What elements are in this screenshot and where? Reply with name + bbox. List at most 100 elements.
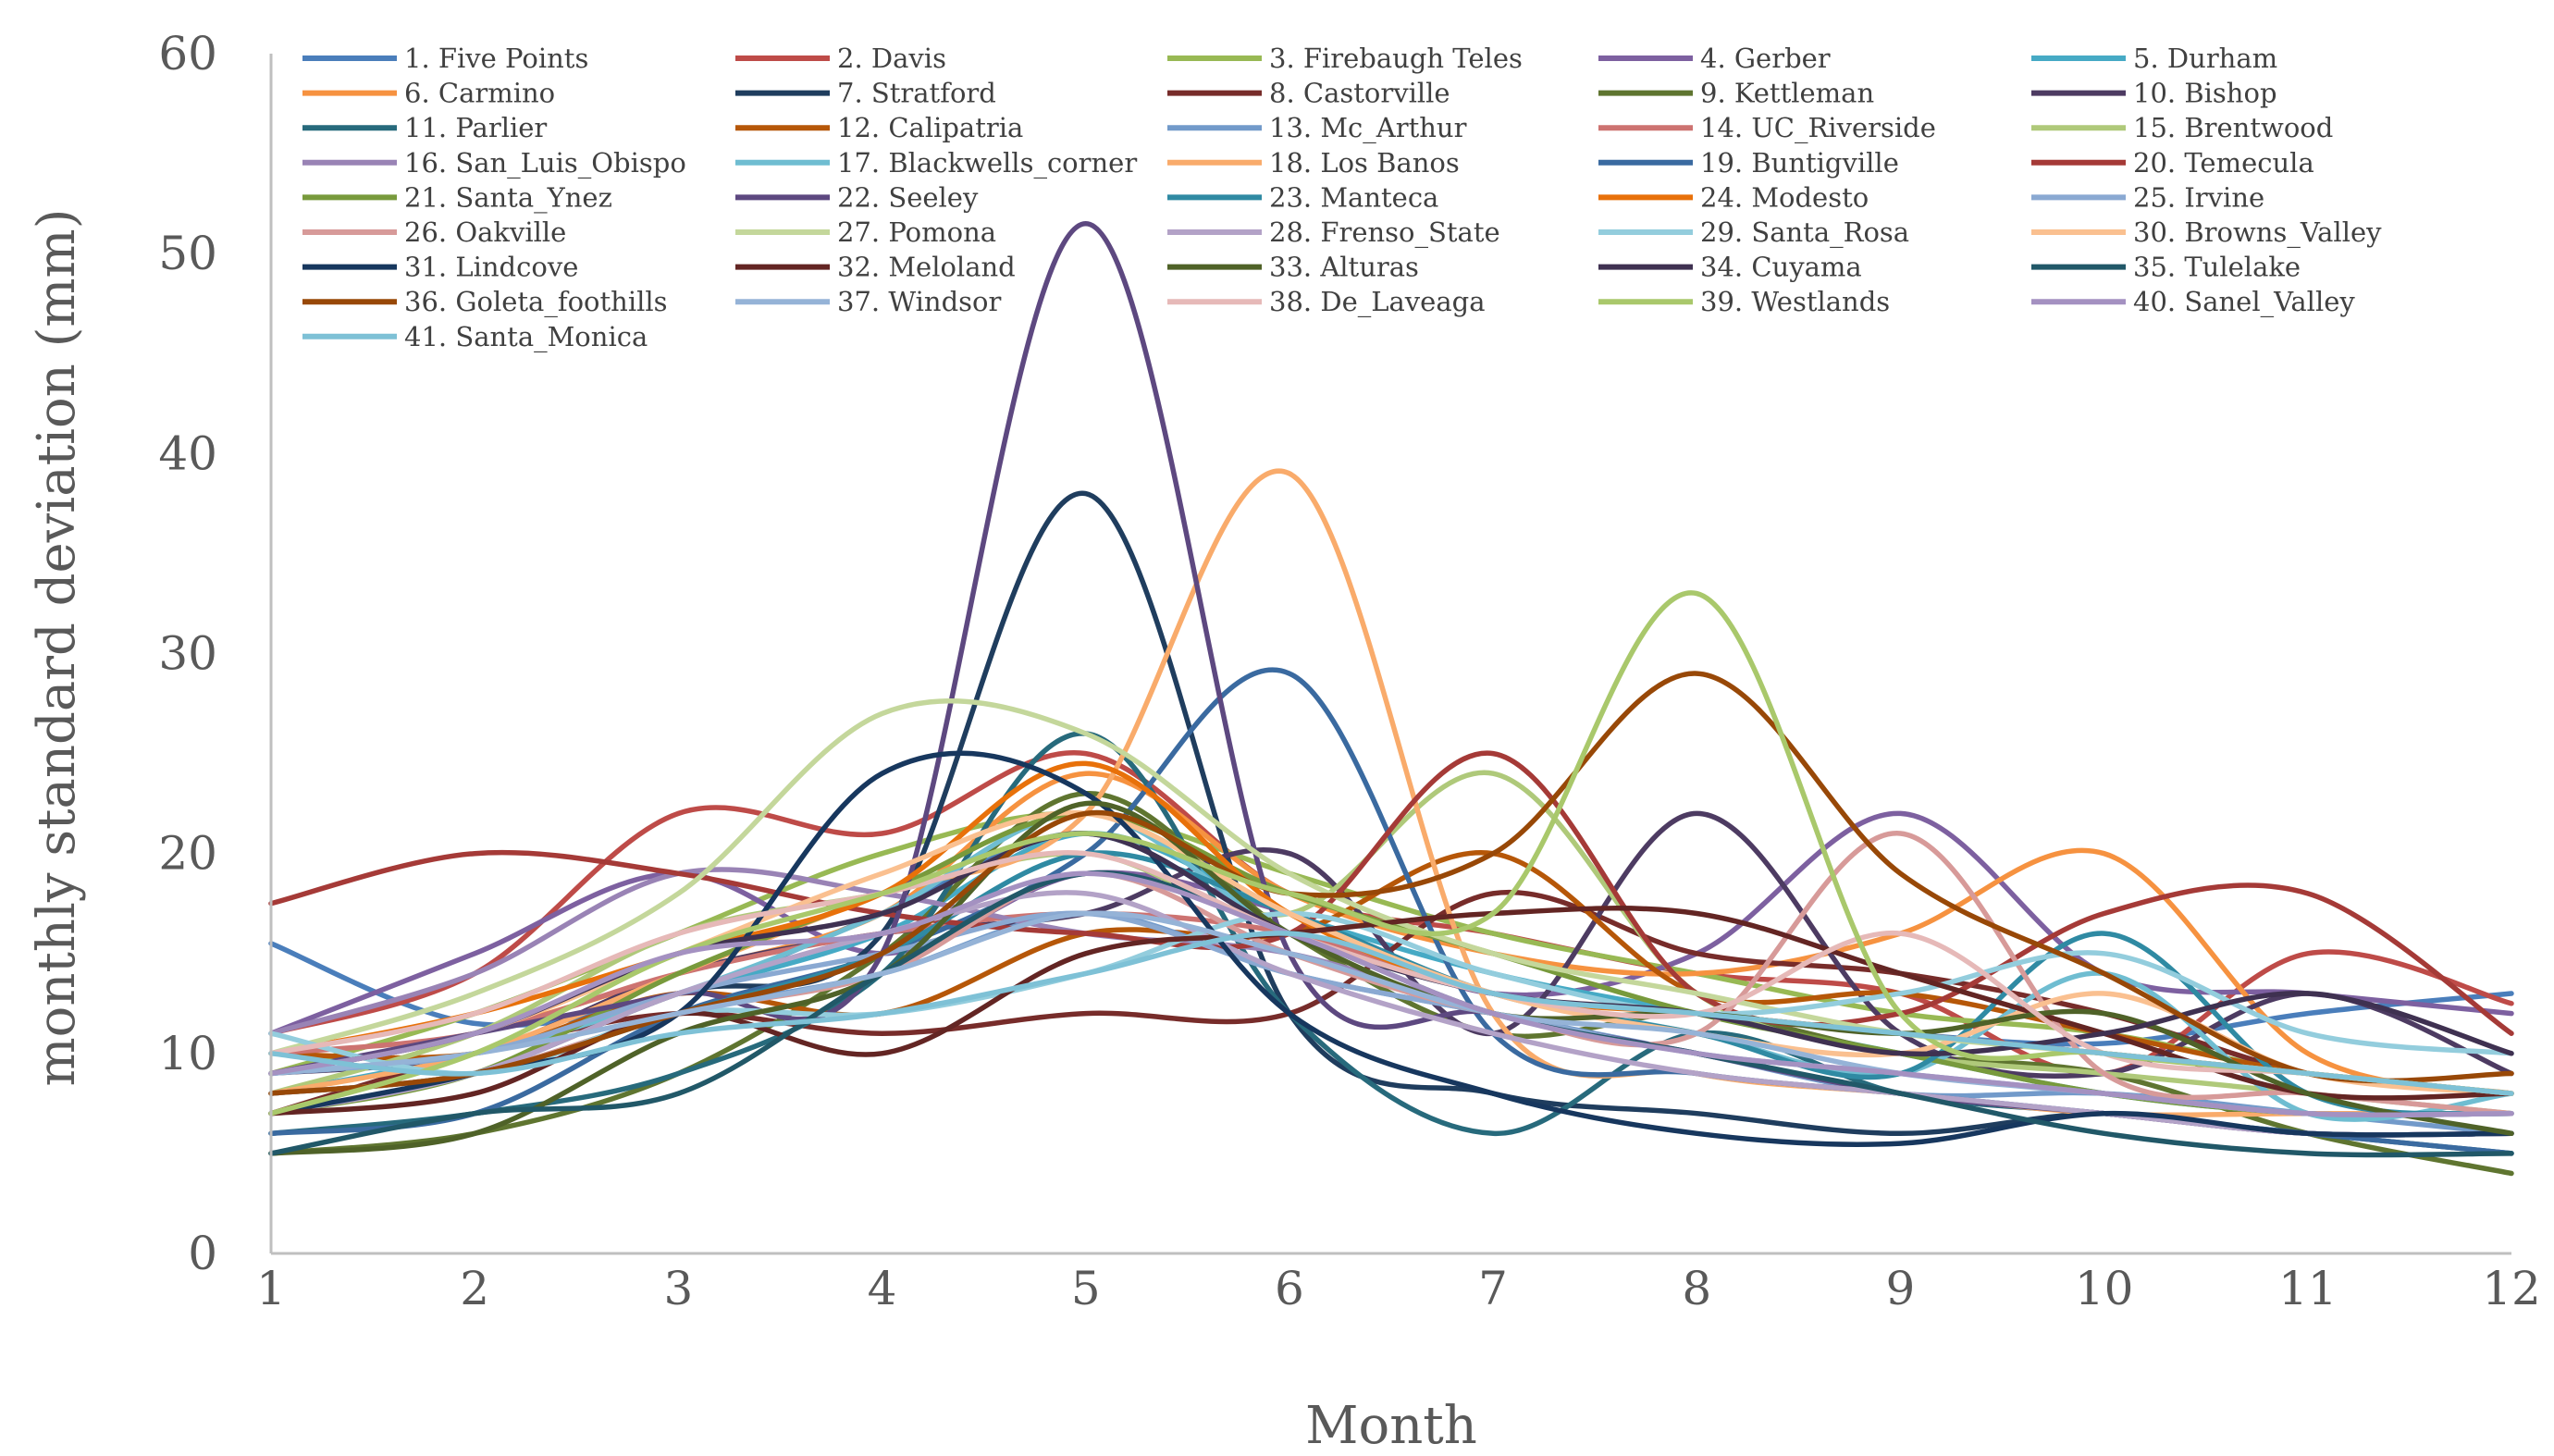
- legend-label: 30. Browns_Valley: [2133, 216, 2382, 249]
- line-chart: 0102030405060 1 2 3 4 5 6 7 8 9 10 11 12 Month mont…: [0, 0, 2554, 1456]
- legend-label: 40. Sanel_Valley: [2133, 286, 2355, 318]
- y-tick-labels: 0 10 20 30 40 50 60: [158, 27, 217, 1280]
- legend-item: 19. Buntigville: [1598, 147, 1899, 179]
- legend-label: 4. Gerber: [1700, 43, 1831, 74]
- series-lines: [271, 224, 2511, 1174]
- legend-item: 40. Sanel_Valley: [2031, 286, 2355, 318]
- y-tick-label: 10: [158, 1027, 217, 1080]
- y-tick-label: 30: [158, 627, 217, 681]
- legend-label: 12. Calipatria: [837, 112, 1023, 143]
- y-tick-label: 60: [158, 27, 217, 80]
- legend-item: 20. Temecula: [2031, 147, 2314, 179]
- legend-item: 39. Westlands: [1598, 286, 1890, 317]
- legend-label: 17. Blackwells_corner: [837, 147, 1137, 179]
- legend-label: 28. Frenso_State: [1269, 216, 1500, 249]
- legend-label: 10. Bishop: [2133, 78, 2277, 109]
- x-tick-label: 7: [1478, 1262, 1508, 1315]
- legend-label: 25. Irvine: [2133, 181, 2264, 213]
- y-tick-label: 20: [158, 827, 217, 881]
- legend-label: 6. Carmino: [404, 78, 555, 109]
- legend-label: 27. Pomona: [837, 216, 996, 248]
- legend-label: 22. Seeley: [837, 181, 979, 213]
- legend-item: 23. Manteca: [1167, 181, 1438, 213]
- legend-item: 10. Bishop: [2031, 78, 2277, 109]
- legend-item: 24. Modesto: [1598, 181, 1869, 213]
- legend-label: 9. Kettleman: [1700, 78, 1874, 109]
- legend-item: 15. Brentwood: [2031, 112, 2333, 143]
- legend-label: 32. Meloland: [837, 252, 1016, 283]
- legend-label: 14. UC_Riverside: [1700, 112, 1936, 144]
- legend-item: 31. Lindcove: [302, 252, 578, 283]
- legend-label: 19. Buntigville: [1700, 147, 1899, 179]
- legend-label: 33. Alturas: [1269, 252, 1419, 283]
- y-tick-label: 0: [188, 1227, 217, 1280]
- legend-item: 17. Blackwells_corner: [735, 147, 1137, 179]
- legend-label: 29. Santa_Rosa: [1700, 216, 1909, 249]
- legend-item: 6. Carmino: [302, 78, 555, 109]
- legend-label: 26. Oakville: [404, 216, 566, 248]
- legend-item: 35. Tulelake: [2031, 252, 2301, 283]
- legend-label: 18. Los Banos: [1269, 147, 1460, 179]
- x-tick-labels: 1 2 3 4 5 6 7 8 9 10 11 12: [256, 1262, 2541, 1315]
- legend-label: 1. Five Points: [404, 43, 588, 74]
- x-axis-title: Month: [1305, 1396, 1477, 1456]
- legend-item: 5. Durham: [2031, 43, 2277, 74]
- legend-item: 41. Santa_Monica: [302, 321, 648, 353]
- legend-item: 12. Calipatria: [735, 112, 1023, 143]
- legend-item: 37. Windsor: [735, 286, 1001, 317]
- legend-label: 3. Firebaugh Teles: [1269, 43, 1523, 74]
- legend-item: 27. Pomona: [735, 216, 996, 248]
- legend-label: 37. Windsor: [837, 286, 1001, 317]
- legend-label: 20. Temecula: [2133, 147, 2314, 179]
- x-tick-label: 9: [1886, 1262, 1916, 1315]
- legend-item: 21. Santa_Ynez: [302, 181, 612, 214]
- legend-item: 33. Alturas: [1167, 252, 1419, 283]
- legend-label: 11. Parlier: [404, 112, 547, 143]
- legend-item: 8. Castorville: [1167, 78, 1450, 109]
- legend-label: 24. Modesto: [1700, 181, 1869, 213]
- legend-label: 2. Davis: [837, 43, 946, 74]
- x-tick-label: 5: [1071, 1262, 1101, 1315]
- x-tick-label: 2: [460, 1262, 489, 1315]
- legend-label: 21. Santa_Ynez: [404, 181, 612, 214]
- legend-label: 8. Castorville: [1269, 78, 1450, 109]
- legend-item: 29. Santa_Rosa: [1598, 216, 1909, 249]
- legend-label: 7. Stratford: [837, 78, 996, 109]
- x-tick-label: 4: [868, 1262, 897, 1315]
- x-tick-label: 6: [1275, 1262, 1304, 1315]
- legend-item: 9. Kettleman: [1598, 78, 1874, 109]
- legend-label: 35. Tulelake: [2133, 252, 2301, 283]
- legend-label: 31. Lindcove: [404, 252, 578, 283]
- legend-item: 32. Meloland: [735, 252, 1016, 283]
- x-tick-label: 3: [663, 1262, 693, 1315]
- legend-item: 36. Goleta_foothills: [302, 286, 668, 318]
- y-tick-label: 40: [158, 426, 217, 480]
- legend-item: 38. De_Laveaga: [1167, 286, 1486, 318]
- legend-item: 26. Oakville: [302, 216, 566, 248]
- legend-item: 28. Frenso_State: [1167, 216, 1500, 249]
- legend-label: 23. Manteca: [1269, 181, 1438, 213]
- legend-item: 18. Los Banos: [1167, 147, 1460, 179]
- x-tick-label: 10: [2075, 1262, 2134, 1315]
- legend-item: 4. Gerber: [1598, 43, 1831, 74]
- legend: 1. Five Points 2. Davis 3. Firebaugh Teles…: [302, 43, 2382, 353]
- y-axis-title: monthly standard deviation (mm): [27, 209, 87, 1087]
- legend-item: 2. Davis: [735, 43, 946, 74]
- legend-label: 39. Westlands: [1700, 286, 1890, 317]
- legend-label: 36. Goleta_foothills: [404, 286, 668, 318]
- legend-label: 13. Mc_Arthur: [1269, 112, 1467, 144]
- legend-label: 41. Santa_Monica: [404, 321, 648, 353]
- x-tick-label: 12: [2482, 1262, 2541, 1315]
- legend-item: 13. Mc_Arthur: [1167, 112, 1467, 144]
- legend-label: 38. De_Laveaga: [1269, 286, 1486, 318]
- x-tick-label: 11: [2278, 1262, 2338, 1315]
- legend-item: 3. Firebaugh Teles: [1167, 43, 1523, 74]
- legend-item: 7. Stratford: [735, 78, 996, 109]
- legend-item: 34. Cuyama: [1598, 252, 1862, 283]
- x-tick-label: 8: [1682, 1262, 1711, 1315]
- legend-item: 22. Seeley: [735, 181, 979, 213]
- x-tick-label: 1: [256, 1262, 286, 1315]
- legend-item: 14. UC_Riverside: [1598, 112, 1936, 144]
- legend-label: 15. Brentwood: [2133, 112, 2333, 143]
- legend-item: 11. Parlier: [302, 112, 547, 143]
